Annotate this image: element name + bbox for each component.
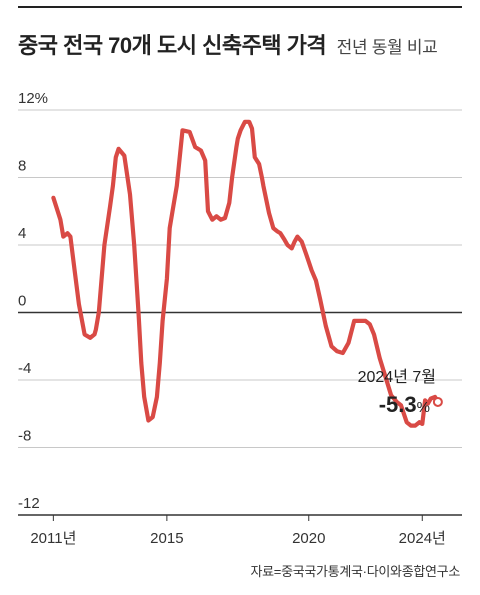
y-tick-label: -4 — [18, 360, 31, 377]
annotation: 2024년 7월 -5.3% — [358, 368, 436, 417]
grid-lines — [18, 109, 462, 516]
annotation-value: -5.3 — [379, 392, 417, 417]
x-tick-label: 2015 — [150, 530, 183, 547]
axis-ticks: 12% 8 4 0 -4 -8 -12 2011년 2015 2020 2024년 — [18, 90, 446, 547]
top-rule — [18, 6, 462, 8]
x-tick-label: 2011년 — [30, 530, 76, 547]
y-tick-label: -12 — [18, 495, 40, 512]
y-tick-label: 8 — [18, 158, 26, 175]
chart-title: 중국 전국 70개 도시 신축주택 가격 — [18, 33, 327, 58]
annotation-date-label: 2024년 7월 — [358, 368, 436, 386]
y-tick-label: -8 — [18, 428, 31, 445]
chart-subtitle: 전년 동월 비교 — [336, 38, 438, 57]
y-tick-label: 0 — [18, 293, 26, 310]
series-line — [51, 119, 440, 428]
source-note: 자료=중국국가통계국·다이와종합연구소 — [250, 564, 460, 579]
chart-header: 중국 전국 70개 도시 신축주택 가격 전년 동월 비교 — [18, 28, 438, 60]
y-tick-label: 12% — [18, 90, 48, 107]
series-layer — [51, 119, 443, 428]
x-tick-label: 2024년 — [399, 530, 446, 547]
x-tick-label: 2020 — [292, 530, 325, 547]
y-tick-label: 4 — [18, 225, 26, 242]
latest-point-marker — [432, 396, 443, 407]
svg-text:-5.3%: -5.3% — [379, 392, 430, 417]
annotation-unit: % — [417, 399, 430, 416]
